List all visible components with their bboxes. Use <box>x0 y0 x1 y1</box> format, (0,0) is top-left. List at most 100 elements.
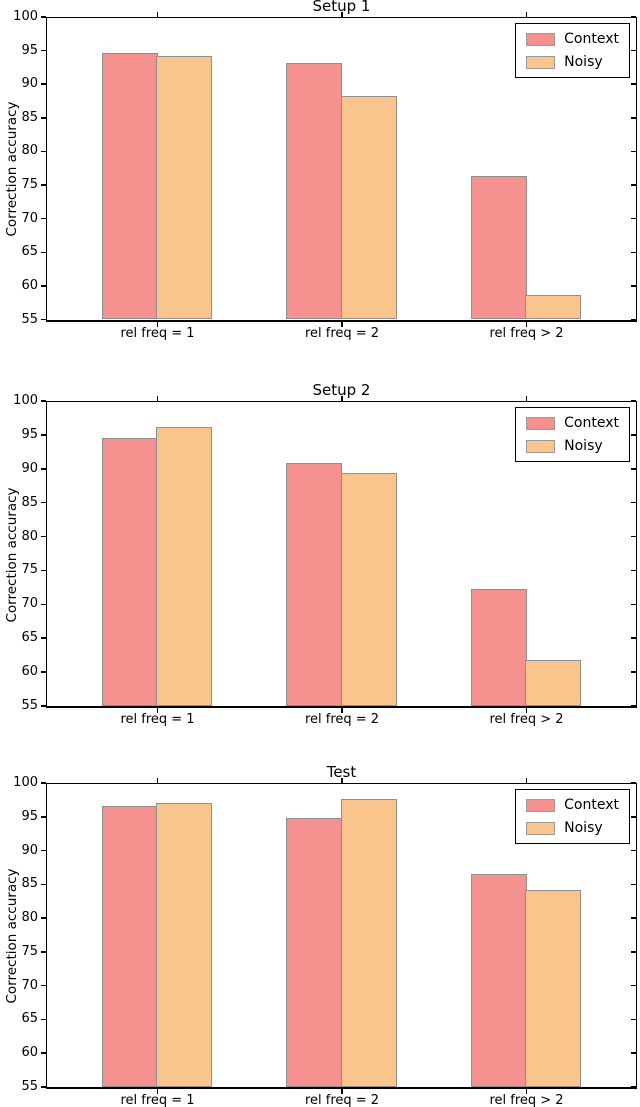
y-tick-left <box>41 1086 46 1088</box>
x-tick-bottom <box>156 1089 159 1094</box>
y-tick-left <box>41 468 46 470</box>
y-tick-label: 70 <box>21 596 38 612</box>
legend-label: Noisy <box>564 820 603 836</box>
y-tick-left <box>41 49 46 52</box>
y-tick-right <box>630 468 636 470</box>
y-tick-label: 90 <box>21 460 38 476</box>
y-tick-label: 95 <box>21 42 38 58</box>
legend-swatch-noisy <box>526 439 556 453</box>
y-tick-left <box>41 535 46 538</box>
y-tick-label: 80 <box>21 910 38 926</box>
legend-item-noisy: Noisy <box>526 54 619 70</box>
y-tick-right <box>630 917 636 919</box>
y-tick-left <box>41 150 46 153</box>
chart-title-test: Test <box>326 763 357 781</box>
y-tick-left <box>41 1052 46 1054</box>
chart-title-setup-2: Setup 2 <box>312 381 371 399</box>
legend-item-context: Context <box>526 415 619 431</box>
bar-context-rel-freq-2 <box>470 873 527 1087</box>
bar-noisy-rel-freq-2 <box>525 295 581 320</box>
y-tick-left <box>41 1018 46 1021</box>
y-tick-left <box>41 217 46 220</box>
y-tick-label: 95 <box>21 808 38 824</box>
y-tick-label: 90 <box>21 76 38 92</box>
x-tick-label-rel-freq-1: rel freq = 1 <box>120 1093 195 1107</box>
bar-noisy-rel-freq-2 <box>340 95 397 320</box>
bar-context-rel-freq-1 <box>101 52 158 320</box>
bar-context-rel-freq-1 <box>101 805 158 1087</box>
y-tick-right <box>630 117 636 119</box>
y-tick-right <box>630 83 636 85</box>
y-tick-right <box>630 1018 636 1021</box>
y-tick-left <box>41 951 46 953</box>
chart-title-setup-1: Setup 1 <box>312 0 371 15</box>
x-tick-label-rel-freq-2: rel freq > 2 <box>489 712 564 727</box>
legend-swatch-context <box>526 798 556 812</box>
bar-context-rel-freq-2 <box>470 175 527 320</box>
y-tick-label: 100 <box>13 775 38 790</box>
bar-noisy-rel-freq-2 <box>340 799 397 1087</box>
legend-test: Context Noisy <box>515 789 630 844</box>
y-tick-label: 85 <box>21 109 38 125</box>
x-tick-label-rel-freq-2: rel freq = 2 <box>304 1093 380 1107</box>
legend-swatch-context <box>526 32 556 46</box>
bar-noisy-rel-freq-2 <box>525 659 581 706</box>
y-tick-right <box>630 285 636 287</box>
x-tick-bottom <box>525 321 528 327</box>
y-tick-right <box>630 501 636 504</box>
x-tick-top <box>156 778 159 783</box>
x-tick-label-rel-freq-2: rel freq > 2 <box>489 1093 564 1107</box>
y-tick-right <box>630 400 636 402</box>
y-tick-label: 85 <box>21 876 38 892</box>
bar-noisy-rel-freq-2 <box>340 472 397 706</box>
y-tick-right <box>630 1052 636 1054</box>
y-tick-right <box>630 984 636 987</box>
x-tick-bottom <box>156 708 159 713</box>
y-tick-label: 55 <box>21 1079 38 1094</box>
legend-label: Noisy <box>564 438 603 454</box>
y-tick-label: 65 <box>21 244 38 260</box>
y-tick-right <box>630 705 636 707</box>
y-tick-right <box>630 883 636 886</box>
bar-context-rel-freq-2 <box>286 818 342 1087</box>
y-tick-label: 55 <box>21 311 38 327</box>
y-tick-left <box>41 883 46 886</box>
y-tick-label: 80 <box>21 143 38 159</box>
legend-item-noisy: Noisy <box>526 438 619 454</box>
y-tick-right <box>630 150 636 153</box>
x-tick-top <box>525 12 528 17</box>
x-tick-bottom <box>341 321 343 327</box>
y-tick-label: 95 <box>21 426 38 442</box>
x-tick-top <box>341 778 343 783</box>
y-tick-left <box>41 917 46 919</box>
x-tick-bottom <box>525 1089 528 1094</box>
y-tick-left <box>41 285 46 287</box>
y-tick-left <box>41 501 46 504</box>
y-tick-left <box>41 83 46 85</box>
x-tick-bottom <box>525 708 528 713</box>
bar-noisy-rel-freq-2 <box>525 889 581 1087</box>
legend-swatch-noisy <box>526 821 556 835</box>
y-tick-label: 75 <box>21 943 38 959</box>
y-tick-label: 80 <box>21 528 38 544</box>
x-tick-top <box>156 12 159 17</box>
y-tick-left <box>41 16 46 18</box>
y-tick-right <box>630 217 636 220</box>
y-axis-label-test: Correction accuracy <box>4 868 20 1004</box>
y-tick-right <box>630 671 636 673</box>
y-tick-left <box>41 782 46 784</box>
y-tick-left <box>41 671 46 673</box>
y-tick-label: 60 <box>21 277 38 293</box>
x-tick-label-rel-freq-1: rel freq = 1 <box>120 325 195 341</box>
y-tick-label: 60 <box>21 1045 38 1061</box>
y-tick-right <box>630 434 636 436</box>
legend-label: Noisy <box>564 54 603 70</box>
y-tick-left <box>41 184 46 186</box>
legend-setup-2: Context Noisy <box>515 407 630 462</box>
y-tick-label: 90 <box>21 842 38 858</box>
bar-noisy-rel-freq-1 <box>156 802 212 1087</box>
y-tick-right <box>630 569 636 572</box>
x-tick-label-rel-freq-2: rel freq = 2 <box>304 712 380 727</box>
y-tick-left <box>41 705 46 707</box>
x-tick-top <box>525 396 528 401</box>
